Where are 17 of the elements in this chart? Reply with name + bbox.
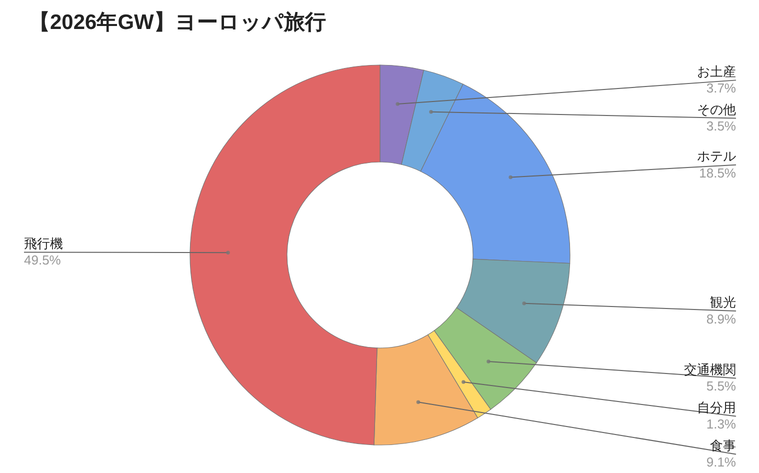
- data-label: 18.5%: [699, 165, 736, 180]
- chart-title: 【2026年GW】ヨーロッパ旅行: [29, 11, 326, 34]
- slice-label: その他: [697, 102, 736, 117]
- slice-label: 観光: [710, 294, 736, 310]
- data-label: 1.3%: [706, 416, 736, 432]
- slice-label: 交通機関: [684, 362, 736, 377]
- slice-label: お土産: [697, 64, 736, 79]
- data-label: 8.9%: [706, 311, 736, 326]
- data-label: 9.1%: [706, 454, 736, 470]
- data-label: 5.5%: [706, 378, 736, 394]
- slice-label: 自分用: [697, 400, 736, 415]
- slice-label: ホテル: [697, 148, 736, 164]
- data-label: 49.5%: [24, 252, 62, 268]
- slice-label: 食事: [710, 438, 736, 453]
- data-label: 3.5%: [706, 118, 736, 134]
- slice-label: 飛行機: [24, 236, 63, 251]
- data-label: 3.7%: [706, 80, 736, 96]
